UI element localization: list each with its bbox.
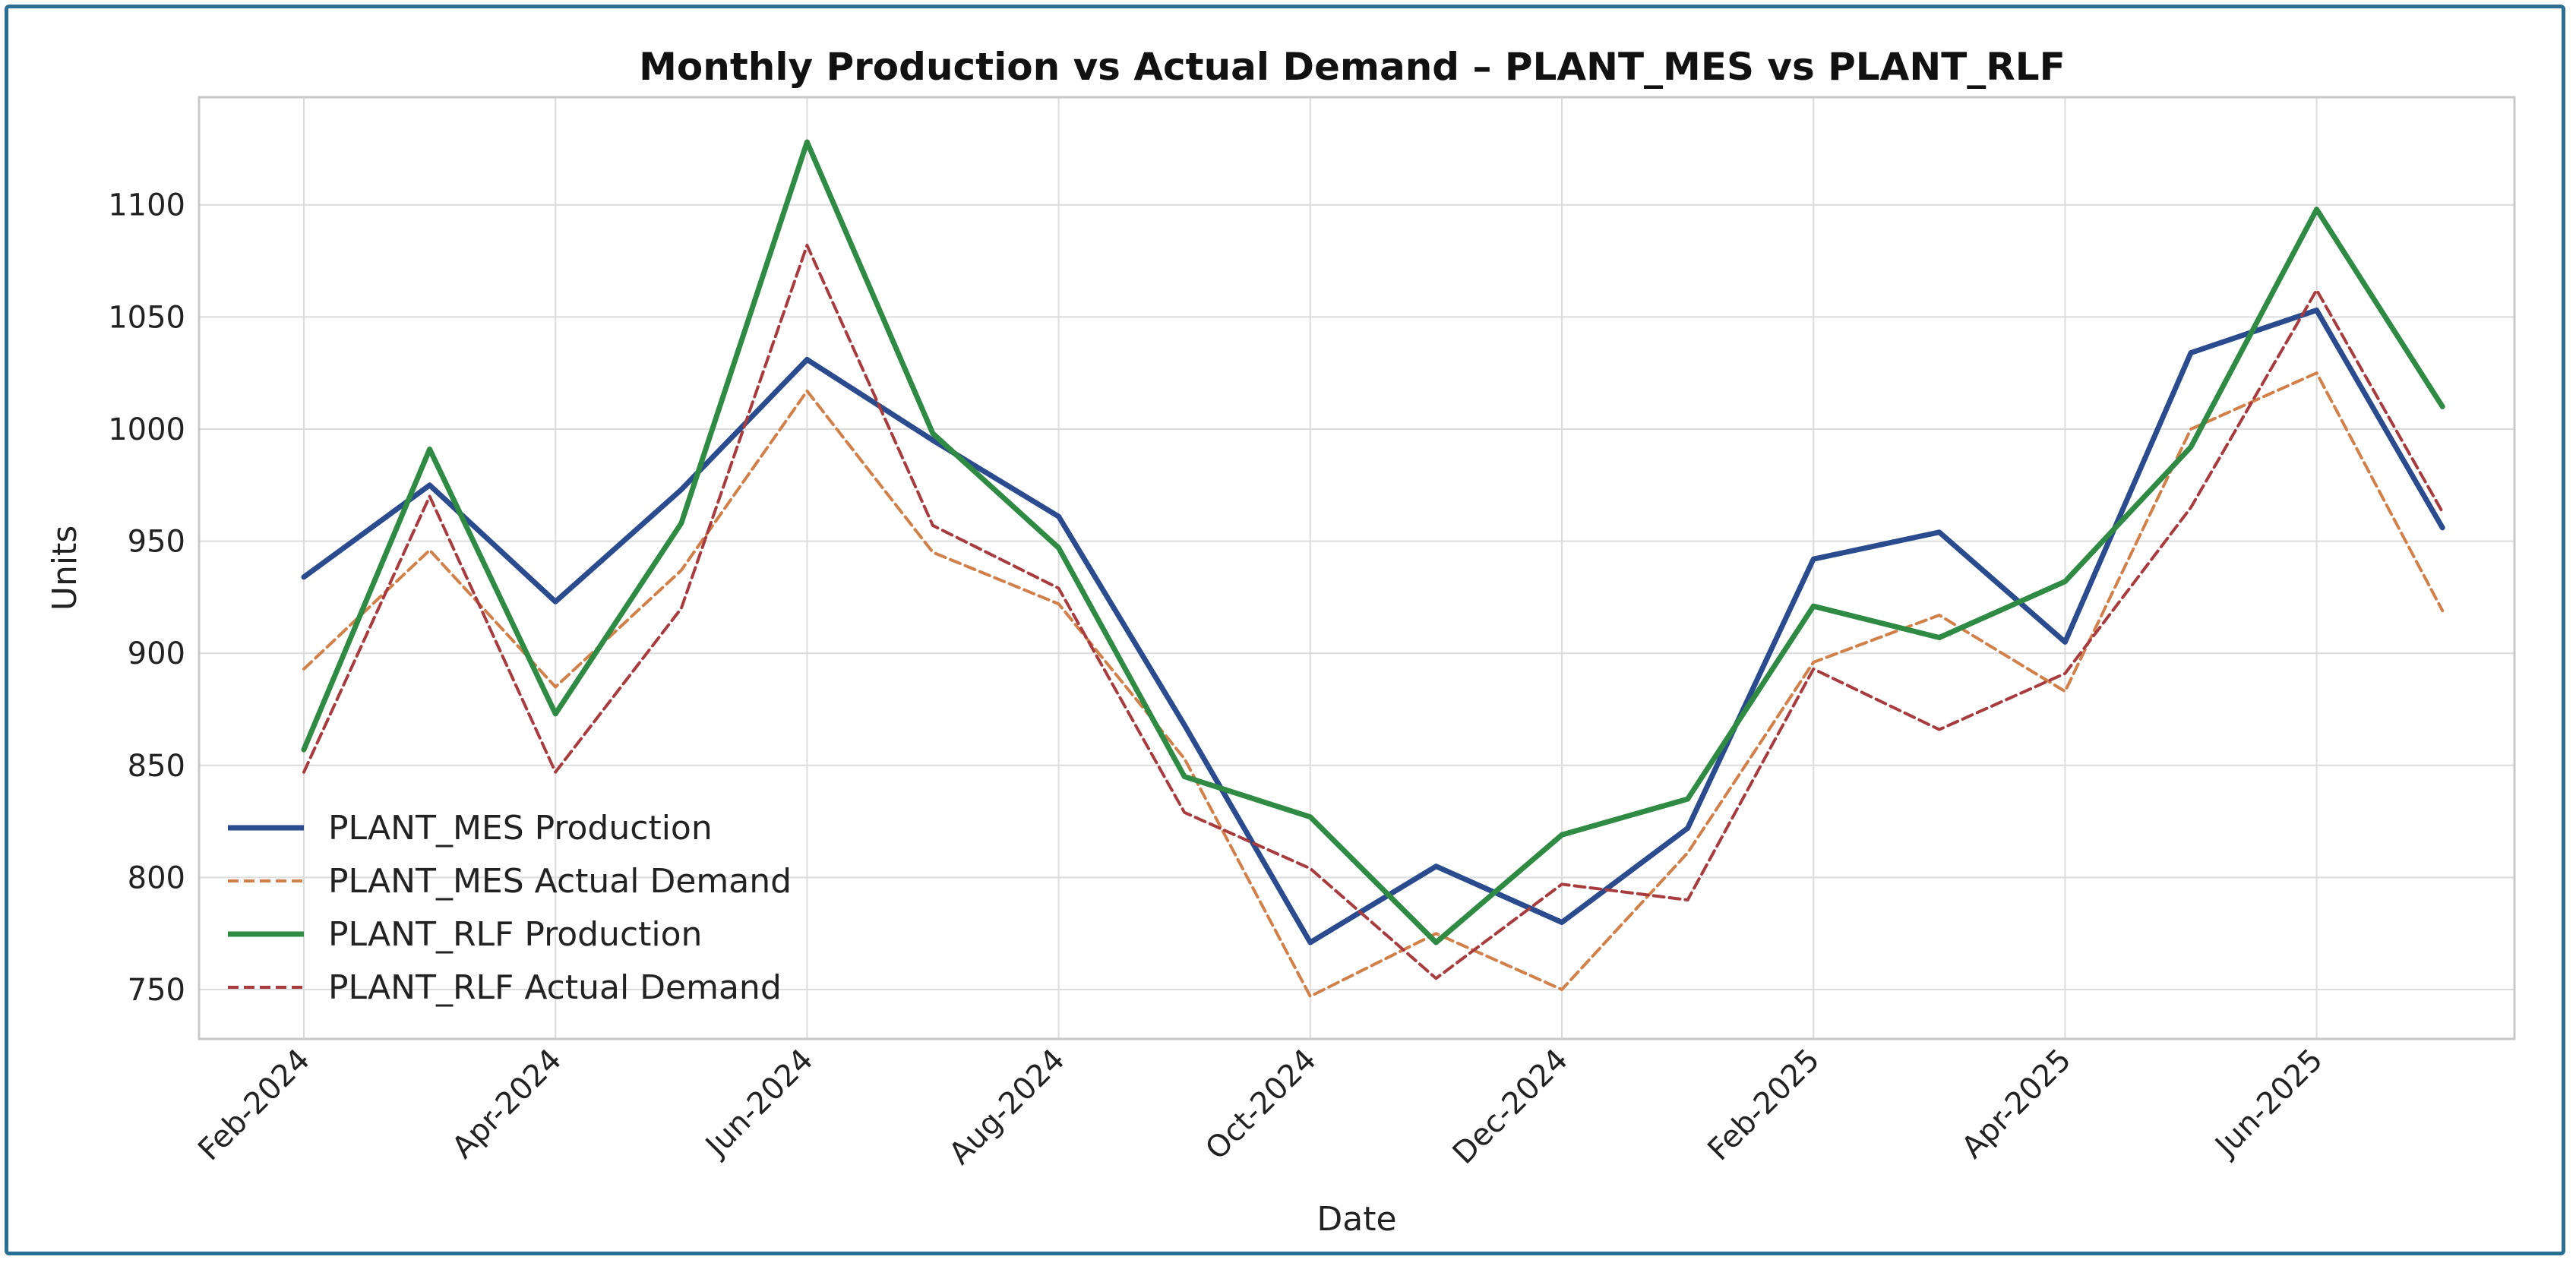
x-tick-label: Apr-2025 (1955, 1043, 2078, 1166)
series-line-3 (301, 139, 2445, 946)
plot-area (198, 96, 2516, 1040)
y-tick-label: 950 (128, 525, 185, 560)
y-tick-label: 850 (128, 749, 185, 784)
y-tick-label: 900 (128, 636, 185, 671)
series-line-2 (302, 371, 2445, 998)
legend-label: PLANT_MES Production (328, 809, 713, 848)
y-tick-label: 1100 (108, 188, 185, 223)
x-tick-label: Feb-2024 (191, 1043, 317, 1168)
x-tick-label: Feb-2025 (1701, 1043, 1826, 1168)
series-lines (301, 139, 2445, 998)
x-tick-label: Oct-2024 (1199, 1043, 1323, 1167)
x-tick-label: Jun-2025 (2208, 1043, 2330, 1165)
y-axis-label: Units (46, 526, 84, 611)
y-tick-label: 800 (128, 860, 185, 895)
chart-frame (5, 5, 2565, 1255)
chart-title: Monthly Production vs Actual Demand – PL… (639, 45, 2066, 89)
series-line-4 (302, 243, 2445, 980)
y-tick-label: 1050 (108, 300, 185, 335)
y-tick-label: 750 (128, 973, 185, 1008)
x-tick-label: Apr-2024 (445, 1043, 568, 1166)
x-tick-label: Aug-2024 (943, 1043, 1072, 1172)
y-tick-label: 1000 (108, 412, 185, 447)
legend-label: PLANT_MES Actual Demand (328, 862, 792, 901)
grid (199, 97, 2514, 1039)
x-axis-label: Date (1316, 1200, 1396, 1239)
legend-label: PLANT_RLF Production (328, 915, 702, 954)
x-tick-label: Jun-2024 (697, 1043, 820, 1165)
y-axis: 750 800 850 900 950 1000 1050 1100 (108, 188, 185, 1008)
x-axis: Feb-2024 Apr-2024 Jun-2024 Aug-2024 Oct-2024… (191, 1043, 2329, 1172)
legend: PLANT_MES Production PLANT_MES Actual Dem… (228, 809, 792, 1007)
series-line-1 (301, 308, 2445, 946)
x-tick-label: Dec-2024 (1446, 1043, 1575, 1171)
legend-label: PLANT_RLF Actual Demand (328, 968, 782, 1007)
